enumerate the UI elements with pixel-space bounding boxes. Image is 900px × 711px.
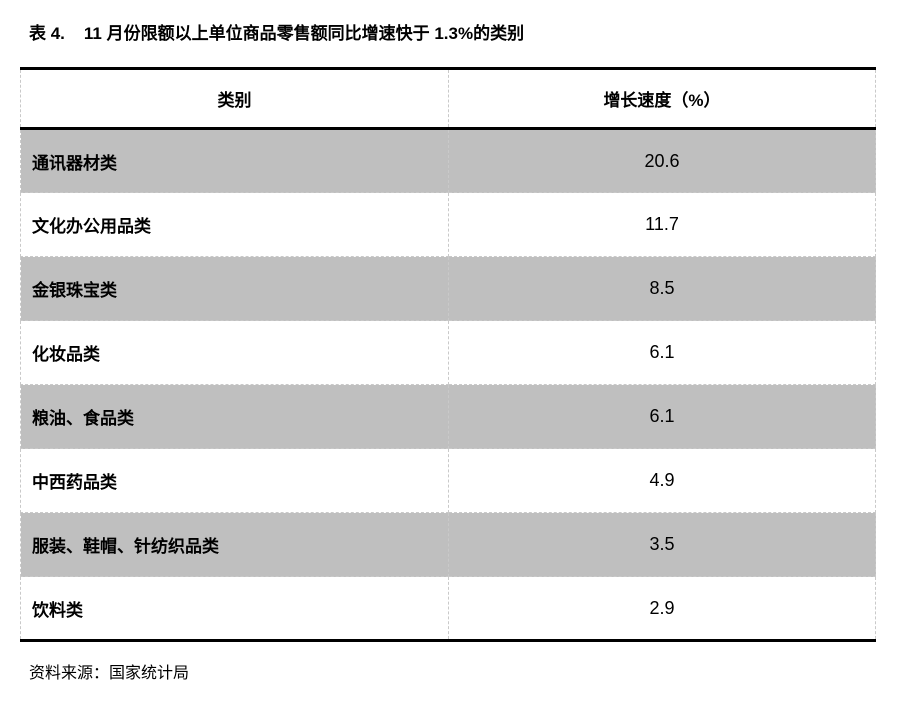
value-cell: 6.1 (448, 384, 876, 449)
value-cell: 11.7 (448, 192, 876, 257)
table-row: 中西药品类 4.9 (20, 448, 876, 513)
category-cell: 服装、鞋帽、针纺织品类 (20, 512, 449, 577)
table-row: 饮料类 2.9 (20, 576, 876, 642)
column-header-growth-rate: 增长速度（%） (448, 67, 876, 130)
column-header-category: 类别 (20, 67, 449, 130)
table-row: 粮油、食品类 6.1 (20, 384, 876, 449)
table-header: 类别 增长速度（%） (20, 67, 876, 130)
table-body: 通讯器材类 20.6 文化办公用品类 11.7 金银珠宝类 8.5 化妆品类 6.1 粮油、食品… (20, 128, 876, 642)
table-caption: 表 4. 11 月份限额以上单位商品零售额同比增速快于 1.3%的类别 (29, 22, 900, 46)
value-cell: 6.1 (448, 320, 876, 385)
table-container: 类别 增长速度（%） 通讯器材类 20.6 文化办公用品类 11.7 金银珠宝类 8.5 化… (20, 67, 876, 642)
table-row: 文化办公用品类 11.7 (20, 192, 876, 257)
value-cell: 3.5 (448, 512, 876, 577)
table-row: 化妆品类 6.1 (20, 320, 876, 385)
source-note: 资料来源：国家统计局 (29, 665, 190, 682)
category-cell: 文化办公用品类 (20, 192, 449, 257)
table-row: 通讯器材类 20.6 (20, 128, 876, 193)
category-cell: 饮料类 (20, 576, 449, 642)
category-cell: 中西药品类 (20, 448, 449, 513)
value-cell: 4.9 (448, 448, 876, 513)
value-cell: 20.6 (448, 128, 876, 193)
table-row: 金银珠宝类 8.5 (20, 256, 876, 321)
table-row: 服装、鞋帽、针纺织品类 3.5 (20, 512, 876, 577)
growth-rate-table: 类别 增长速度（%） 通讯器材类 20.6 文化办公用品类 11.7 金银珠宝类 8.5 化… (20, 67, 876, 642)
category-cell: 通讯器材类 (20, 128, 449, 193)
value-cell: 2.9 (448, 576, 876, 642)
category-cell: 粮油、食品类 (20, 384, 449, 449)
category-cell: 化妆品类 (20, 320, 449, 385)
value-cell: 8.5 (448, 256, 876, 321)
category-cell: 金银珠宝类 (20, 256, 449, 321)
table-caption-text: 11 月份限额以上单位商品零售额同比增速快于 1.3%的类别 (83, 24, 525, 43)
table-caption-number: 表 4. (29, 24, 65, 43)
header-row: 类别 增长速度（%） (20, 67, 876, 130)
